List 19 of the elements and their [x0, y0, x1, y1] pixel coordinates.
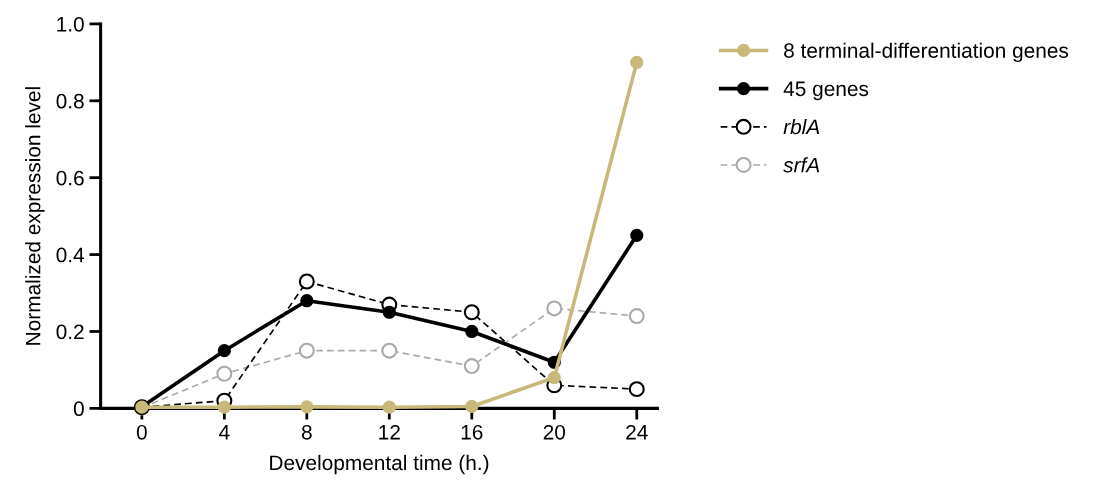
legend-label: 45 genes — [783, 81, 869, 101]
x-tick-label: 4 — [219, 425, 230, 440]
y-tick-label: 0.6 — [56, 170, 84, 186]
x-tick-label: 20 — [543, 424, 566, 440]
y-tick-label: 1.0 — [57, 16, 84, 32]
x-tick-label: 8 — [301, 424, 312, 440]
legend-label: rblA — [783, 119, 820, 135]
y-tick-label: 0.4 — [56, 247, 85, 263]
y-axis-title: Normalized expression level — [25, 87, 45, 345]
x-tick-label: 12 — [379, 424, 400, 440]
legend-label: 8 terminal-differentiation genes — [784, 42, 1069, 63]
x-axis-title: Developmental time (h.) — [270, 454, 489, 475]
y-tick-label: 0 — [73, 401, 84, 417]
x-tick-label: 16 — [461, 424, 483, 440]
x-tick-label: 24 — [626, 424, 648, 440]
legend-label: srfA — [783, 157, 820, 173]
y-tick-label: 0.2 — [56, 324, 84, 340]
y-tick-label: 0.8 — [56, 93, 84, 109]
x-tick-label: 0 — [136, 424, 147, 440]
